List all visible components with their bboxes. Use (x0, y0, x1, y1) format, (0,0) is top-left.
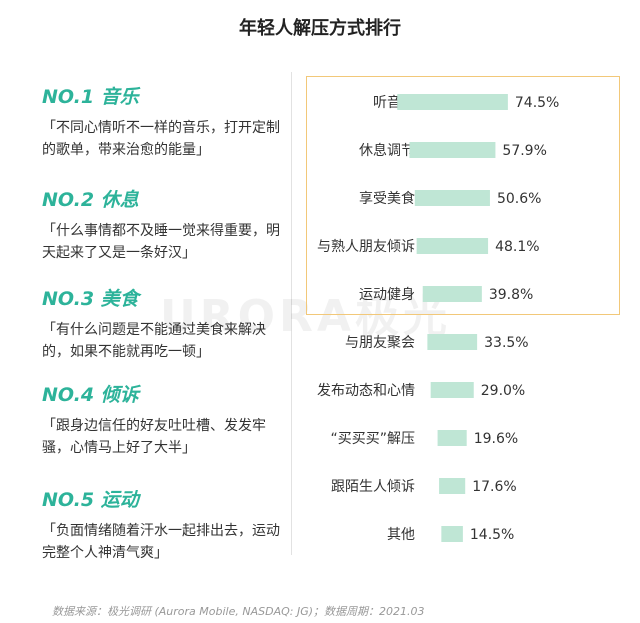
rank-3: NO.3 美食 「有什么问题是不能通过美食来解决的，如果不能就再吃一顿」 (42, 284, 292, 363)
bar (437, 430, 467, 446)
bar (427, 334, 478, 350)
rank-4-quote: 「跟身边信任的好友吐吐槽、发发牢骚，心情马上好了大半」 (42, 418, 266, 456)
rank-3-title: NO.3 美食 (42, 288, 139, 310)
bar-category-label: 运动健身 (359, 287, 415, 303)
bar-value-label: 19.6% (474, 431, 518, 447)
rank-2: NO.2 休息 「什么事情都不及睡一觉来得重要，明天起来了又是一条好汉」 (42, 185, 292, 264)
source-note: 数据来源：极光调研 (Aurora Mobile, NASDAQ: JG)；数据… (52, 605, 425, 618)
bar-value-label: 57.9% (502, 143, 546, 159)
rank-2-quote: 「什么事情都不及睡一觉来得重要，明天起来了又是一条好汉」 (42, 223, 280, 261)
bar-value-label: 48.1% (495, 239, 539, 255)
bar-category-label: 发布动态和心情 (317, 383, 415, 399)
bar (409, 142, 496, 158)
bar-category-label: 享受美食 (359, 190, 415, 207)
bar-category-label: 与朋友聚会 (345, 335, 415, 351)
bar-value-label: 17.6% (472, 479, 516, 495)
top5-highlight-box (306, 76, 620, 315)
bar-category-label: 与熟人朋友倾诉 (317, 239, 415, 255)
bar-category-label: 休息调节 (359, 142, 415, 159)
divider-line (291, 72, 292, 555)
bar (397, 94, 508, 110)
rank-2-title: NO.2 休息 (42, 189, 139, 211)
bar-value-label: 50.6% (497, 191, 541, 207)
bar (441, 526, 463, 542)
bar-category-label: 其他 (387, 527, 415, 543)
bar (439, 478, 466, 494)
rank-5-quote: 「负面情绪随着汗水一起排出去，运动完整个人神清气爽」 (42, 523, 280, 561)
rank-4-title: NO.4 倾诉 (42, 384, 139, 406)
rank-4: NO.4 倾诉 「跟身边信任的好友吐吐槽、发发牢骚，心情马上好了大半」 (42, 380, 292, 459)
rank-5-title: NO.5 运动 (42, 489, 139, 511)
bar-value-label: 33.5% (484, 335, 528, 351)
bar (414, 190, 490, 206)
bar-value-label: 29.0% (481, 383, 525, 399)
rank-1: NO.1 音乐 「不同心情听不一样的音乐，打开定制的歌单，带来治愈的能量」 (42, 82, 292, 161)
bar-value-label: 39.8% (489, 287, 533, 303)
rank-1-quote: 「不同心情听不一样的音乐，打开定制的歌单，带来治愈的能量」 (42, 120, 280, 158)
bar-category-label: “买买买”解压 (330, 431, 415, 447)
rank-3-quote: 「有什么问题是不能通过美食来解决的，如果不能就再吃一顿」 (42, 322, 266, 360)
bar (422, 286, 482, 302)
bar-value-label: 14.5% (470, 527, 514, 543)
chart-title: 年轻人解压方式排行 (239, 18, 401, 39)
bar-category-label: 跟陌生人倾诉 (331, 479, 415, 495)
watermark: URORA极光 (160, 291, 451, 342)
bar (430, 382, 474, 398)
rank-1-title: NO.1 音乐 (42, 86, 139, 108)
bar (416, 238, 489, 254)
rank-5: NO.5 运动 「负面情绪随着汗水一起排出去，运动完整个人神清气爽」 (42, 485, 292, 564)
bar-value-label: 74.5% (515, 95, 559, 111)
